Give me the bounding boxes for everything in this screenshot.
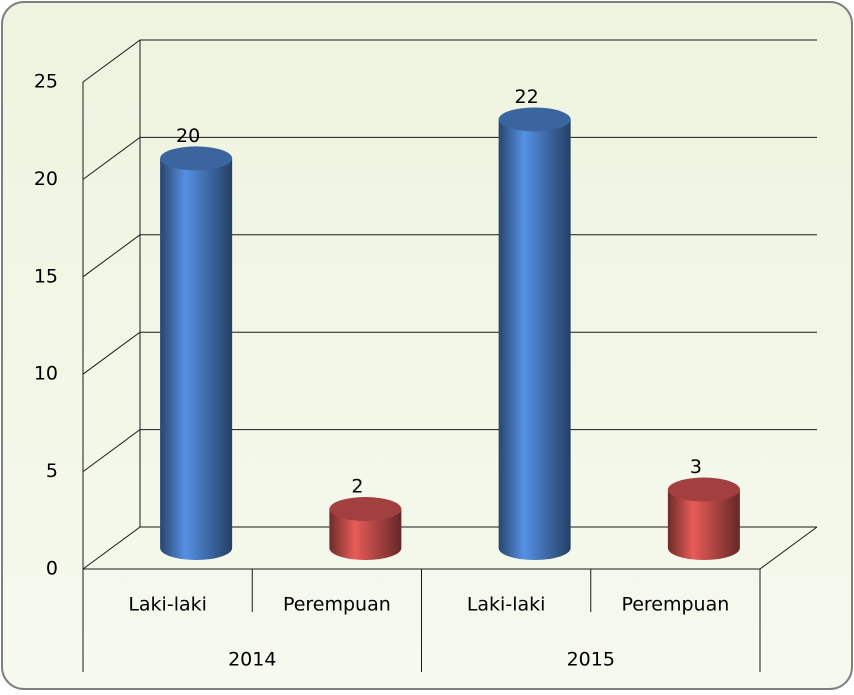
data-label: 20 [176,125,200,147]
y-tick-label: 15 [34,265,58,287]
x-tick-label: Laki-laki [128,594,207,616]
y-tick-label: 25 [34,71,58,93]
bar-top [160,146,233,171]
y-tick-label: 20 [34,168,58,190]
data-label: 3 [690,456,702,478]
group-label: 2014 [228,649,276,671]
data-label: 22 [515,86,539,108]
bar [329,509,402,560]
x-tick-label: Laki-laki [467,594,546,616]
data-label: 2 [351,476,363,498]
x-tick-label: Perempuan [621,594,729,616]
bar [667,489,740,560]
y-tick-label: 0 [46,558,58,580]
bar-top [498,107,571,132]
y-tick-label: 5 [46,460,58,482]
group-label: 2015 [567,649,615,671]
bar [498,119,571,560]
bar [160,158,233,560]
bar-top [667,477,740,502]
bar-top [329,497,402,522]
y-tick-label: 10 [34,363,58,385]
x-tick-label: Perempuan [283,594,391,616]
